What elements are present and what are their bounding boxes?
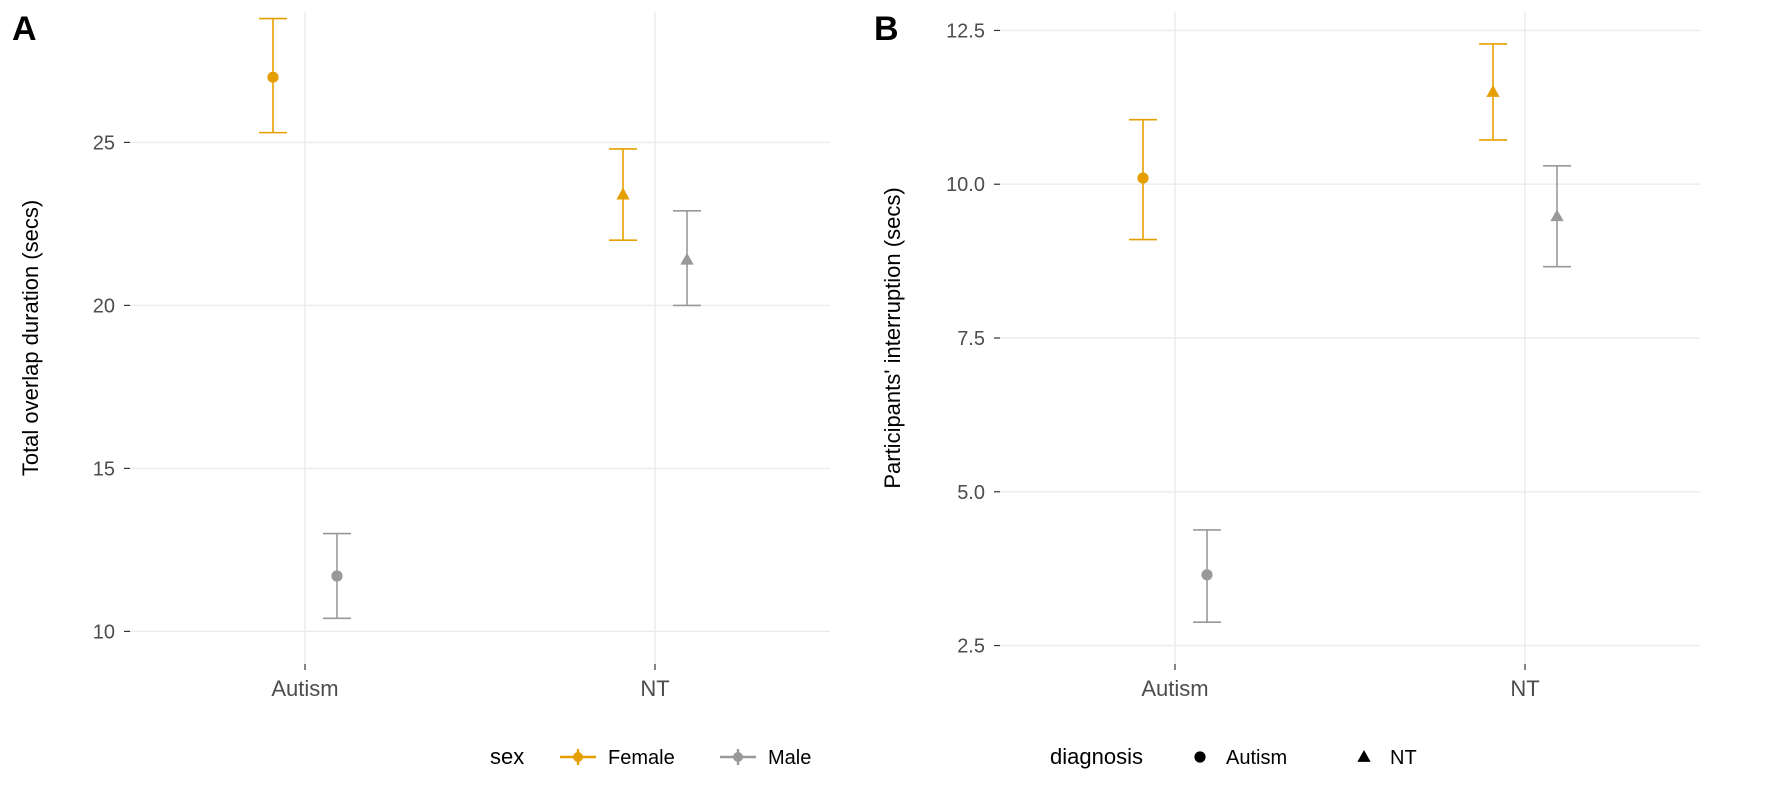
ytick-label: 20 [93,295,115,317]
ytick-label: 10 [93,621,115,643]
xtick-label: NT [640,676,669,701]
legend-label: Male [768,747,811,769]
panel-A: 10 15 20 25 Autism NT Total overlap duration (… [12,10,830,701]
ytick-label: 15 [93,458,115,480]
ytick-label: 10.0 [946,174,985,196]
panel-label: B [874,10,899,48]
panel-B: 2.5 5.0 7.5 10.0 12.5 Autism NT Participants' i… [874,10,1700,701]
legend-key-sex [720,749,756,765]
panel-label: A [12,10,37,48]
legend-label: Female [608,747,675,769]
ytick-label: 12.5 [946,20,985,42]
ytick-label: 25 [93,132,115,154]
xtick-label: NT [1510,676,1539,701]
figure-container: 10 15 20 25 Autism NT Total overlap duration (… [0,0,1769,794]
ytick-label: 7.5 [957,328,985,350]
figure-svg: 10 15 20 25 Autism NT Total overlap duration (… [0,0,1769,794]
legend-label: Autism [1226,747,1287,769]
legend-label: NT [1390,747,1417,769]
legend-key-sex [560,749,596,765]
legend-key-diagnosis [1194,751,1205,762]
legend-diagnosis-title: diagnosis [1050,744,1143,769]
legend: sex Female Male diagnosis Autism NT [490,744,1417,769]
legend-sex-title: sex [490,744,524,769]
y-axis-title: Total overlap duration (secs) [18,200,43,476]
xtick-label: Autism [1141,676,1208,701]
y-axis-title: Participants' interruption (secs) [880,187,905,488]
ytick-label: 2.5 [957,636,985,658]
ytick-label: 5.0 [957,482,985,504]
xtick-label: Autism [271,676,338,701]
legend-key-diagnosis [1357,750,1370,762]
